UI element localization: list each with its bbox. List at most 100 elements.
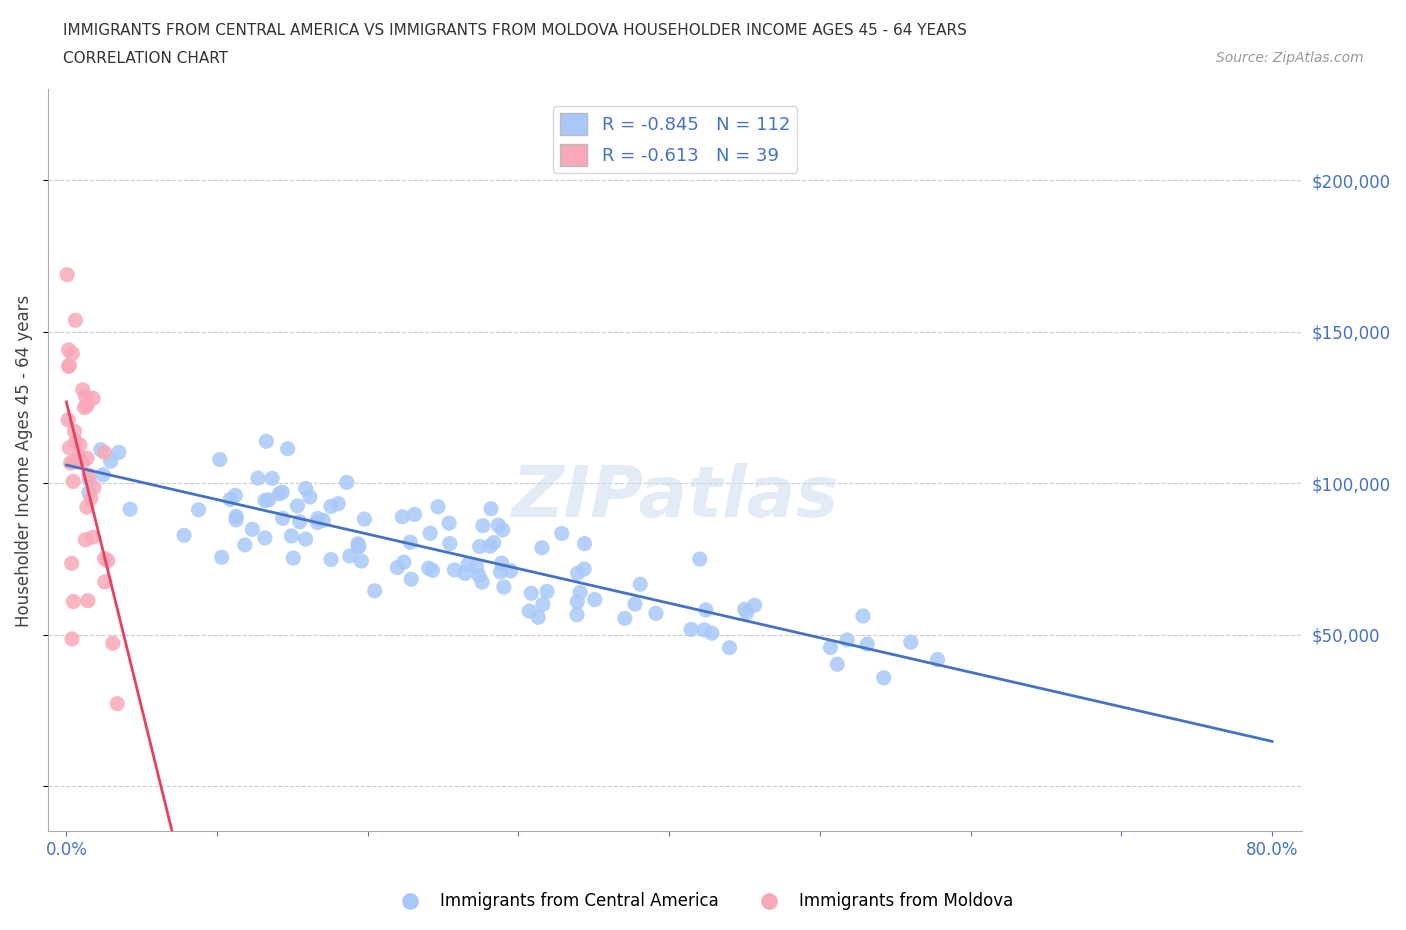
Point [91, 467, 114, 482]
Point [468, 539, 491, 554]
Point [56, 267, 79, 282]
Point [624, 597, 647, 612]
Point [520, 586, 543, 601]
Y-axis label: Householder Income Ages 45 - 64 years: Householder Income Ages 45 - 64 years [15, 294, 32, 627]
Point [328, 497, 350, 512]
Point [277, 441, 299, 456]
Point [567, 594, 589, 609]
Point [93, 551, 115, 565]
Point [681, 622, 703, 637]
Point [240, 522, 263, 537]
Point [76, 451, 98, 466]
Point [77, 593, 100, 608]
Point [353, 512, 375, 526]
Point [58, 359, 80, 374]
Point [82, 391, 104, 405]
Point [225, 512, 247, 527]
Point [387, 560, 409, 575]
Point [479, 501, 502, 516]
Point [294, 481, 316, 496]
Point [319, 499, 342, 514]
Point [572, 562, 595, 577]
Point [82, 530, 104, 545]
Point [689, 551, 711, 566]
Point [443, 563, 465, 578]
Point [90, 443, 112, 458]
Point [312, 513, 335, 528]
Point [80, 491, 103, 506]
Point [392, 554, 415, 569]
Point [120, 502, 142, 517]
Point [613, 611, 636, 626]
Point [208, 452, 231, 467]
Point [108, 445, 131, 459]
Point [58, 441, 80, 456]
Point [401, 572, 423, 587]
Point [551, 526, 574, 541]
Point [257, 492, 280, 507]
Point [426, 499, 449, 514]
Point [531, 597, 554, 612]
Point [66, 454, 89, 469]
Point [422, 563, 444, 578]
Point [63, 424, 86, 439]
Point [219, 492, 242, 507]
Point [873, 671, 896, 685]
Point [187, 502, 209, 517]
Point [482, 536, 505, 551]
Point [347, 538, 370, 553]
Point [101, 636, 124, 651]
Point [744, 598, 766, 613]
Point [530, 540, 553, 555]
Point [645, 606, 668, 621]
Text: Source: ZipAtlas.com: Source: ZipAtlas.com [1216, 51, 1364, 65]
Point [492, 579, 515, 594]
Point [69, 438, 91, 453]
Point [468, 568, 491, 583]
Point [100, 454, 122, 469]
Point [173, 528, 195, 543]
Point [856, 637, 879, 652]
Point [62, 474, 84, 489]
Point [486, 518, 509, 533]
Point [900, 635, 922, 650]
Point [437, 516, 460, 531]
Point [527, 610, 550, 625]
Legend: Immigrants from Central America, Immigrants from Moldova: Immigrants from Central America, Immigra… [387, 885, 1019, 917]
Point [700, 626, 723, 641]
Point [254, 433, 277, 448]
Point [307, 512, 329, 526]
Point [695, 603, 717, 618]
Point [58, 342, 80, 357]
Point [56, 412, 79, 427]
Point [927, 652, 949, 667]
Point [253, 530, 276, 545]
Point [60, 346, 83, 361]
Point [77, 472, 100, 487]
Point [77, 485, 100, 500]
Point [253, 493, 276, 508]
Point [93, 445, 115, 460]
Point [536, 584, 558, 599]
Point [339, 549, 361, 564]
Point [65, 434, 87, 449]
Point [65, 312, 87, 327]
Point [336, 475, 359, 490]
Point [439, 537, 461, 551]
Point [517, 604, 540, 618]
Point [288, 514, 311, 529]
Legend: R = -0.845   N = 112, R = -0.613   N = 39: R = -0.845 N = 112, R = -0.613 N = 39 [553, 106, 797, 173]
Point [307, 515, 329, 530]
Point [60, 556, 83, 571]
Point [233, 538, 256, 552]
Point [60, 631, 83, 646]
Point [479, 538, 502, 553]
Point [574, 537, 596, 551]
Point [59, 456, 82, 471]
Point [628, 577, 651, 591]
Point [827, 657, 849, 671]
Point [225, 509, 247, 524]
Point [569, 585, 592, 600]
Point [287, 498, 309, 513]
Point [471, 518, 494, 533]
